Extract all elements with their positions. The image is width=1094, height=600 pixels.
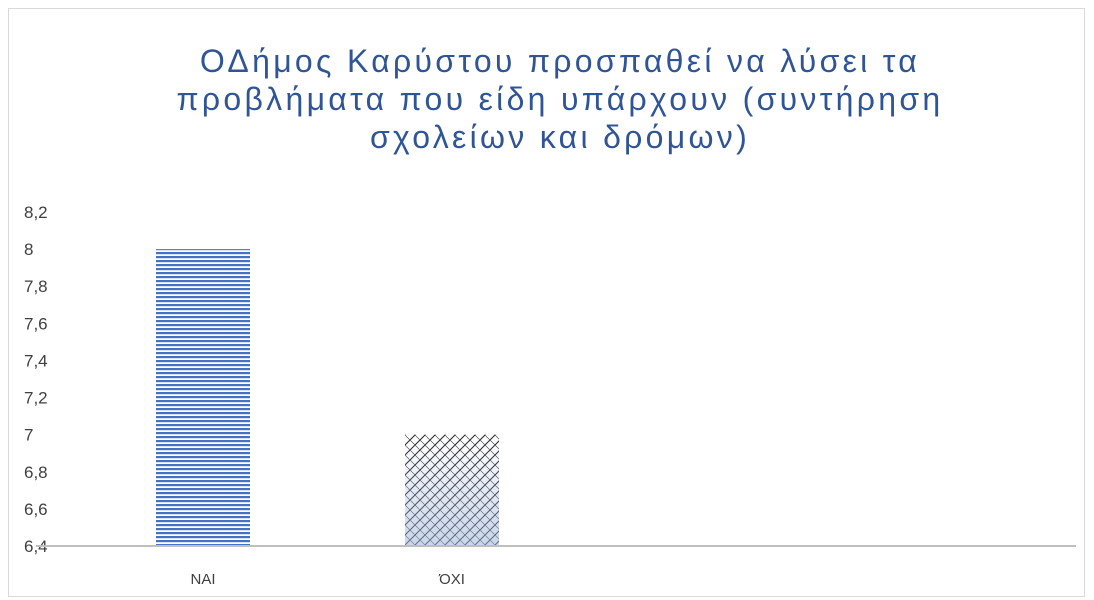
x-category-label: ΌΧΙ	[438, 571, 465, 588]
y-tick-label: 7	[24, 426, 33, 445]
y-tick-label: 6,8	[24, 463, 48, 482]
bars	[156, 249, 499, 546]
y-tick-label: 6,4	[24, 537, 48, 556]
chart-title-line-1: ΟΔήμος Καρύστου προσπαθεί να λύσει τα	[199, 43, 921, 79]
y-tick-label: 6,6	[24, 500, 48, 519]
y-tick-label: 8	[24, 240, 33, 259]
bar-2-shade	[405, 434, 499, 546]
y-tick-label: 8,2	[24, 203, 48, 222]
y-tick-label: 7,2	[24, 389, 48, 408]
chart-title-line-2: προβλήματα που είδη υπάρχουν (συντήρηση	[176, 81, 944, 117]
x-category-label: ΝΑΙ	[190, 571, 215, 588]
y-tick-label: 7,6	[24, 314, 48, 333]
x-axis-category-labels: ΝΑΙ ΌΧΙ	[190, 571, 464, 588]
chart-title-line-3: σχολείων και δρόμων)	[369, 119, 751, 155]
chart-title: ΟΔήμος Καρύστου προσπαθεί να λύσει τα πρ…	[60, 42, 1060, 156]
y-axis-tick-labels: 6,4 6,6 6,8 7 7,2 7,4 7,6 7,8 8 8,2	[24, 203, 48, 556]
bar-1	[156, 249, 250, 546]
y-tick-label: 7,8	[24, 277, 48, 296]
y-tick-label: 7,4	[24, 351, 48, 370]
